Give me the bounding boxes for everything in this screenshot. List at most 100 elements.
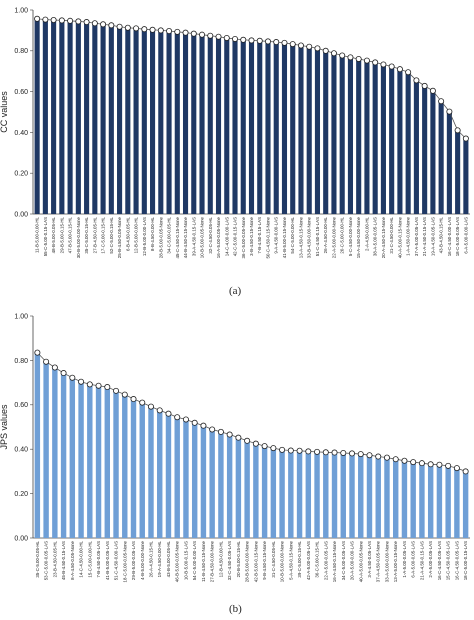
bar	[95, 385, 102, 538]
y-tick-label: 0.20	[14, 491, 28, 498]
category-label: 12-B-5.00-0.00-LAS	[142, 217, 147, 256]
category-label: 19-A-4.50-0.05-LAS	[430, 217, 435, 256]
bar	[174, 31, 180, 214]
data-point	[314, 45, 321, 52]
data-point	[339, 52, 346, 59]
data-point	[436, 461, 443, 468]
bar	[218, 431, 224, 538]
category-label: 34-C-5.00-0.05-HL	[167, 216, 172, 253]
category-label: 8-A-4.50-0.05-None	[70, 540, 75, 579]
bar	[133, 28, 139, 214]
bar	[191, 422, 198, 538]
data-point	[174, 28, 181, 35]
bar	[226, 434, 233, 538]
y-axis-title: JPS values	[0, 404, 9, 450]
data-point	[157, 27, 164, 34]
data-point	[75, 18, 82, 25]
bar	[117, 26, 123, 215]
data-point	[130, 396, 137, 403]
category-label: 13-A-4.50-0.15-None	[298, 216, 303, 258]
data-point	[147, 403, 154, 410]
data-point	[235, 434, 242, 441]
category-label: 12-B-5.00-0.00-HL	[134, 216, 139, 253]
category-label: 7-B-4.50-0.05-LAS	[96, 541, 101, 578]
bar	[158, 30, 164, 215]
category-label: 16-A-5.00-0.05-None	[216, 216, 221, 258]
y-tick-label: 1.00	[14, 7, 28, 14]
category-label: 53-C-5.00-0.05-LAS	[44, 541, 49, 580]
y-tick-label: 0.20	[14, 171, 28, 178]
bar	[108, 25, 114, 214]
bar	[347, 57, 353, 214]
bar	[75, 21, 81, 215]
data-point	[322, 47, 329, 54]
category-label: 16-C-4.50-0.05-LAS	[437, 541, 442, 580]
data-point	[182, 29, 189, 36]
category-label: 51-C-4.50-0.15-LAS	[315, 217, 320, 256]
data-point	[78, 378, 85, 385]
data-point	[418, 460, 425, 467]
bar	[244, 440, 250, 538]
data-point	[421, 82, 428, 89]
data-point	[217, 428, 224, 435]
data-point	[60, 370, 67, 377]
category-label: 28-B-5.00-0.05-None	[158, 216, 163, 258]
bar	[389, 66, 395, 215]
category-label: 20-B-5.00-0.15-HL	[236, 540, 241, 577]
y-tick-label: 0.80	[14, 48, 28, 55]
bar	[349, 453, 355, 538]
data-point	[314, 448, 321, 455]
data-point	[396, 66, 403, 73]
y-tick-label: 1.00	[14, 313, 28, 320]
data-point	[174, 414, 181, 421]
category-label: 29-B-5.00-0.15-HL	[59, 216, 64, 253]
category-label: 41-B-5.00-0.15-None	[282, 216, 287, 258]
category-label: 13-A-5.00-0.15-None	[393, 540, 398, 582]
bar	[207, 35, 213, 215]
data-point	[273, 39, 280, 46]
category-label: 55-C-5.00-0.15-LAS	[43, 217, 48, 256]
category-label: 40-A-5.00-0.15-None	[397, 216, 402, 258]
bar	[454, 468, 460, 538]
bar	[165, 413, 172, 538]
category-label: 7-B-4.50-0.15-LAS	[257, 217, 262, 254]
bar	[200, 425, 207, 538]
category-label: 12-B-4.50-0.00-HL	[218, 540, 223, 577]
y-tick-label: 0.40	[14, 130, 28, 137]
data-point	[462, 135, 469, 142]
bar	[248, 40, 255, 215]
chart-b: 0.00 0.20 0.40 0.60 0.80 1.00 JPS values 35-C-5…	[0, 310, 474, 620]
chart-a-svg: 0.00 0.20 0.40 0.60 0.80 1.00 CC values 11-B-5.…	[0, 7, 470, 259]
data-point	[116, 23, 123, 30]
y-tick-label: 0.60	[14, 402, 28, 409]
data-point	[413, 77, 420, 84]
data-point	[42, 16, 49, 23]
bar	[224, 37, 230, 215]
data-point	[405, 69, 412, 76]
category-label: 10-B-5.00-0.00-None	[280, 540, 285, 582]
bar	[331, 452, 338, 538]
bar	[130, 399, 137, 538]
y-tick-label: 0.60	[14, 89, 28, 96]
bar	[122, 394, 128, 538]
category-label: 8-B-4.50-0.00-HL	[150, 216, 155, 250]
category-label: 6-B-4.50-0.05-HL	[125, 216, 130, 250]
bar	[139, 402, 145, 538]
category-label: 20-A-5.00-0.00-LAS	[350, 541, 355, 580]
data-point	[349, 450, 356, 457]
data-point	[357, 451, 364, 458]
bar	[279, 449, 285, 538]
data-point	[43, 358, 50, 365]
chart-a: 0.00 0.20 0.40 0.60 0.80 1.00 CC values 11-B-5.…	[0, 0, 474, 300]
category-label: 32-C-4.50-0.05-HL	[208, 216, 213, 253]
bar	[235, 437, 242, 538]
series-line	[37, 352, 466, 472]
data-point	[446, 108, 453, 115]
data-point	[375, 453, 382, 460]
category-label: 31-C-4.50-0.05-HL	[271, 540, 276, 577]
category-label: 43-B-4.50-0.15-HL	[439, 216, 444, 253]
data-point	[366, 452, 373, 459]
data-point	[438, 98, 445, 105]
data-point	[141, 26, 148, 33]
bar	[397, 69, 403, 214]
